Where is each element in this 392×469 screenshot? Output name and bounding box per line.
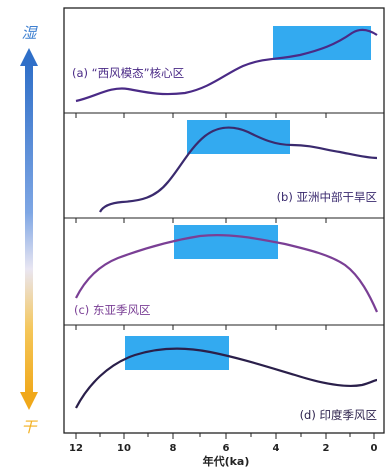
tick-label: 0 — [371, 443, 378, 454]
panel-label: (d) 印度季风区 — [300, 408, 377, 422]
panel-d: (d) 印度季风区 — [75, 336, 378, 422]
inner-ticks — [75, 113, 327, 330]
panel-b: (b) 亚洲中部干旱区 — [99, 120, 378, 213]
wet-dry-scale: 湿 干 — [20, 24, 38, 436]
panel-a: (a) “西风模态”核心区 — [72, 26, 378, 103]
tick-label: 8 — [170, 443, 177, 454]
plot-frame — [63, 7, 385, 434]
moisture-curve — [75, 28, 378, 103]
age-axis: 12 10 8 6 4 2 0 年代(ka) — [69, 433, 378, 468]
tick-label: 10 — [117, 443, 131, 454]
moisture-curve — [99, 126, 378, 213]
panel-label: (b) 亚洲中部干旱区 — [277, 190, 377, 204]
arrow-down-icon — [20, 392, 38, 410]
panel-label: (c) 东亚季风区 — [74, 303, 150, 317]
tick-label: 12 — [69, 443, 83, 454]
moisture-curve — [75, 347, 378, 409]
scale-bar — [25, 62, 33, 396]
arrow-up-icon — [20, 48, 38, 66]
tick-label: 4 — [273, 443, 280, 454]
panel-label: (a) “西风模态”核心区 — [72, 66, 184, 80]
highlight-box — [174, 225, 278, 259]
dry-label: 干 — [21, 418, 38, 436]
tick-label: 2 — [323, 443, 330, 454]
moisture-curve — [75, 234, 379, 313]
wet-label: 湿 — [21, 24, 38, 42]
panel-c: (c) 东亚季风区 — [74, 225, 379, 317]
tick-label: 6 — [223, 443, 230, 454]
axis-title: 年代(ka) — [203, 454, 250, 468]
